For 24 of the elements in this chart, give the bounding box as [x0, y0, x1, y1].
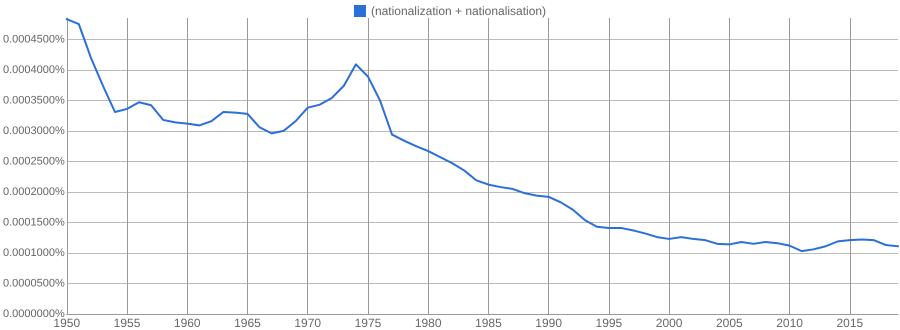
y-tick-label: 0.0001500%: [2, 216, 65, 228]
y-tick-label: 0.0001000%: [2, 246, 65, 259]
x-tick-label: 2015: [836, 316, 864, 330]
x-tick-label: 1975: [354, 316, 382, 330]
x-tick-label: 1960: [174, 316, 201, 330]
x-tick-label: 1985: [475, 316, 502, 330]
line-series: [66, 18, 899, 252]
legend-label: (nationalization + nationalisation): [370, 4, 546, 18]
y-tick-label: 0.0004000%: [2, 64, 65, 76]
x-tick-label: 1980: [414, 316, 442, 330]
y-tick-label: 0.0002000%: [2, 186, 65, 198]
y-tick-label: 0.0002500%: [2, 155, 65, 168]
x-tick-label: 1995: [596, 316, 623, 330]
x-tick-label: 2000: [656, 316, 683, 330]
x-tick-label: 1965: [234, 316, 262, 330]
y-tick-label: 0.0000500%: [2, 277, 65, 290]
x-tick-label: 2010: [776, 316, 804, 330]
y-tick-label: 0.0004500%: [2, 33, 65, 46]
x-tick-label: 1990: [535, 316, 562, 330]
x-tick-label: 1970: [294, 316, 322, 330]
x-tick-label: 2005: [716, 316, 744, 330]
y-tick-label: 0.0003000%: [2, 124, 65, 137]
x-tick-label: 1955: [114, 316, 141, 330]
y-tick-label: 0.0003500%: [2, 94, 65, 106]
